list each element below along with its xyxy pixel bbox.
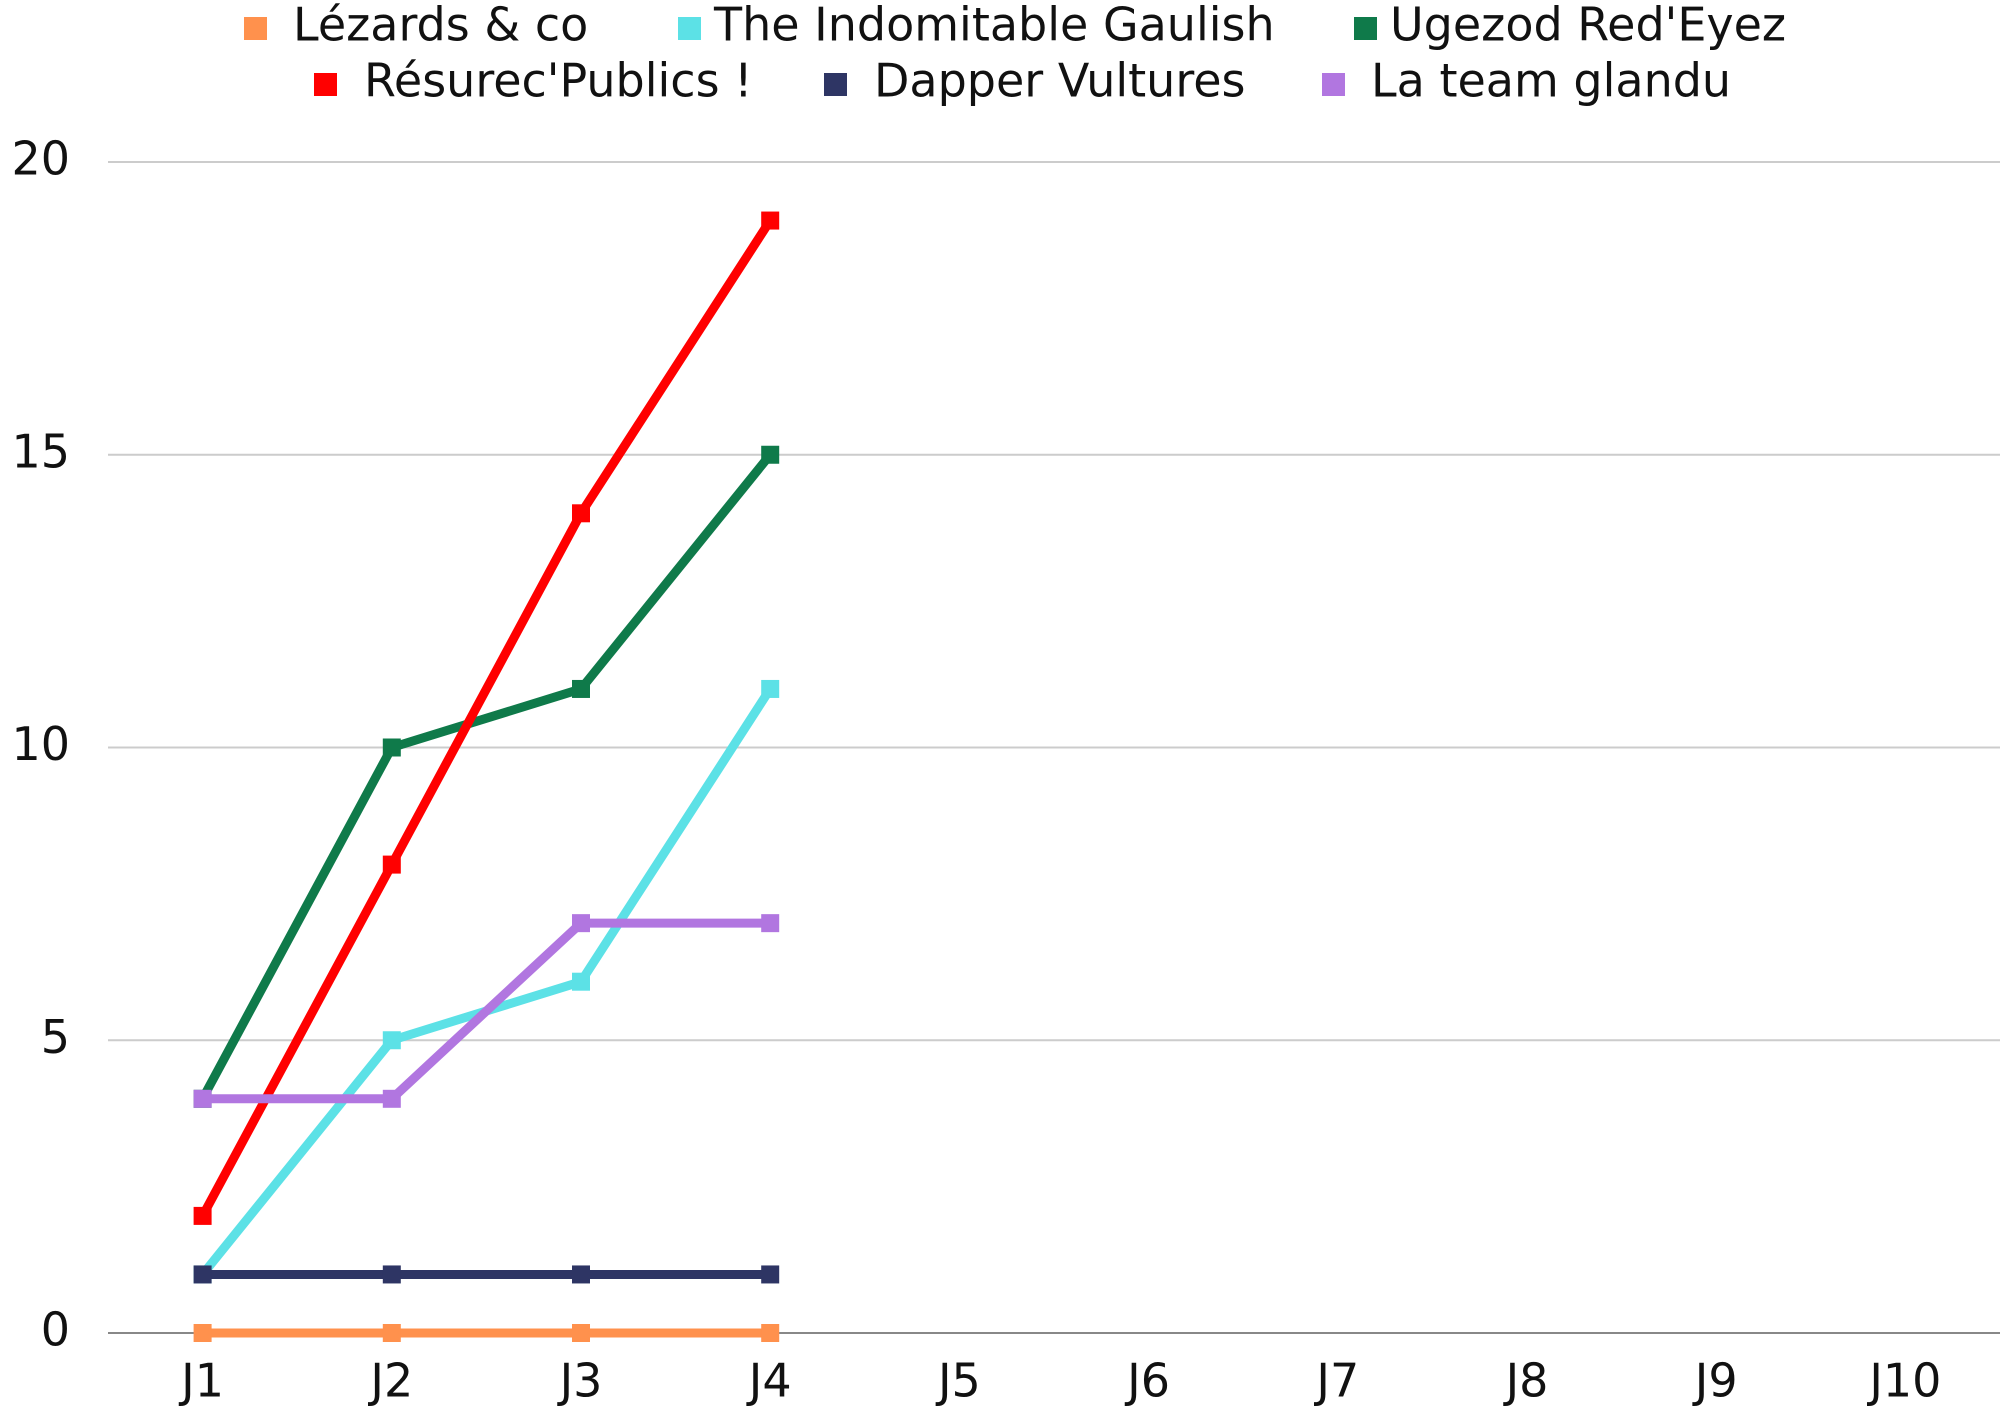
point-marker xyxy=(382,1324,401,1342)
point-marker xyxy=(382,1089,401,1108)
point-marker xyxy=(761,445,780,464)
legend-marker xyxy=(1354,17,1377,40)
point-marker xyxy=(193,1265,212,1284)
x-tick-label: J7 xyxy=(1313,1354,1359,1408)
point-marker xyxy=(572,1265,590,1284)
point-marker xyxy=(761,679,780,698)
point-marker xyxy=(193,1324,212,1342)
x-tick-label: J9 xyxy=(1692,1354,1738,1408)
x-tick-label: J10 xyxy=(1866,1354,1941,1408)
legend-marker xyxy=(314,73,337,96)
legend-label: La team glandu xyxy=(1371,54,1731,108)
series-line xyxy=(198,451,774,1101)
x-tick-label: J1 xyxy=(178,1354,224,1408)
y-tick-label: 0 xyxy=(41,1303,70,1357)
series-line xyxy=(202,918,771,1104)
point-marker xyxy=(761,914,780,933)
x-tick-label: J3 xyxy=(557,1354,603,1408)
legend-label: Ugezod Red'Eyez xyxy=(1390,0,1786,52)
x-tick-label: J5 xyxy=(935,1354,981,1408)
legend-label: Dapper Vultures xyxy=(874,54,1245,108)
y-tick-label: 20 xyxy=(11,132,70,186)
y-tick-label: 15 xyxy=(11,424,70,478)
legend-label: Résurec'Publics ! xyxy=(364,54,753,108)
point-marker xyxy=(761,1265,780,1284)
point-marker xyxy=(382,1265,401,1284)
x-tick-label: J8 xyxy=(1503,1354,1549,1408)
series-line xyxy=(199,686,774,1278)
point-marker xyxy=(382,1031,401,1050)
y-tick-label: 10 xyxy=(11,717,70,771)
legend-label: The Indomitable Gaulish xyxy=(713,0,1275,52)
point-marker xyxy=(761,1324,780,1342)
point-marker xyxy=(572,914,590,933)
point-marker xyxy=(193,1089,212,1108)
x-tick-label: J4 xyxy=(746,1354,792,1408)
x-tick-label: J6 xyxy=(1124,1354,1170,1408)
x-tick-label: J2 xyxy=(367,1354,413,1408)
legend-marker xyxy=(1322,73,1345,96)
point-marker xyxy=(761,211,780,230)
legend-marker xyxy=(678,17,701,40)
point-marker xyxy=(572,972,590,991)
point-marker xyxy=(193,1206,212,1225)
point-marker xyxy=(382,738,401,757)
point-marker xyxy=(382,855,401,874)
point-marker xyxy=(572,504,590,523)
series-line xyxy=(198,218,774,1219)
y-tick-label: 5 xyxy=(41,1010,70,1064)
point-marker xyxy=(572,679,590,698)
legend-marker xyxy=(244,17,267,40)
legend-label: Lézards & co xyxy=(293,0,588,52)
point-marker xyxy=(572,1324,590,1342)
legend-marker xyxy=(824,73,847,96)
